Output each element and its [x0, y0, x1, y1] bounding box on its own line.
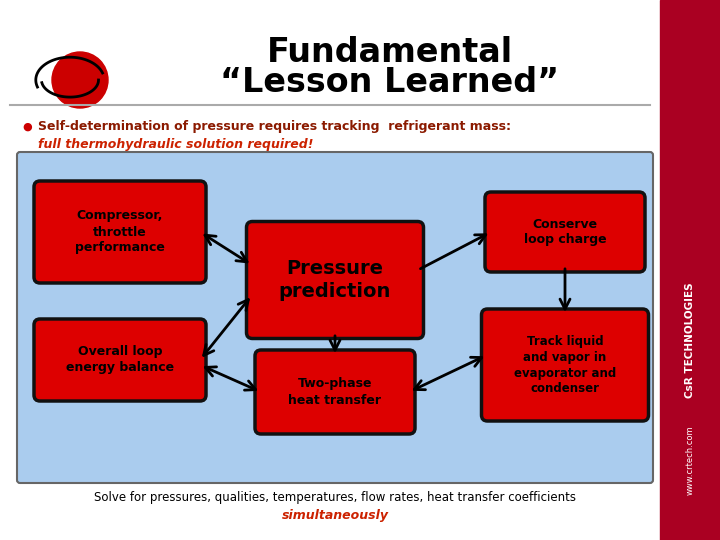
Text: Compressor,
throttle
performance: Compressor, throttle performance: [75, 210, 165, 254]
Text: Pressure
prediction: Pressure prediction: [279, 259, 391, 301]
Text: Solve for pressures, qualities, temperatures, flow rates, heat transfer coeffici: Solve for pressures, qualities, temperat…: [94, 491, 576, 504]
FancyBboxPatch shape: [34, 181, 206, 283]
Text: Track liquid
and vapor in
evaporator and
condenser: Track liquid and vapor in evaporator and…: [514, 334, 616, 395]
FancyBboxPatch shape: [17, 152, 653, 483]
Text: Fundamental: Fundamental: [267, 36, 513, 69]
Text: Self-determination of pressure requires tracking  refrigerant mass:: Self-determination of pressure requires …: [38, 120, 511, 133]
Circle shape: [52, 52, 108, 108]
FancyBboxPatch shape: [255, 350, 415, 434]
Text: ●: ●: [22, 122, 32, 132]
FancyBboxPatch shape: [34, 319, 206, 401]
Text: Overall loop
energy balance: Overall loop energy balance: [66, 346, 174, 375]
FancyBboxPatch shape: [246, 221, 423, 339]
Text: CsR TECHNOLOGIES: CsR TECHNOLOGIES: [685, 282, 695, 398]
FancyBboxPatch shape: [482, 309, 649, 421]
Text: www.crtech.com: www.crtech.com: [685, 425, 695, 495]
FancyBboxPatch shape: [485, 192, 645, 272]
Text: simultaneously: simultaneously: [282, 509, 389, 522]
Bar: [660, 0, 720, 540]
Text: full thermohydraulic solution required!: full thermohydraulic solution required!: [38, 138, 313, 151]
Text: “Lesson Learned”: “Lesson Learned”: [220, 66, 559, 99]
Text: Conserve
loop charge: Conserve loop charge: [523, 218, 606, 246]
Text: Two-phase
heat transfer: Two-phase heat transfer: [289, 377, 382, 407]
